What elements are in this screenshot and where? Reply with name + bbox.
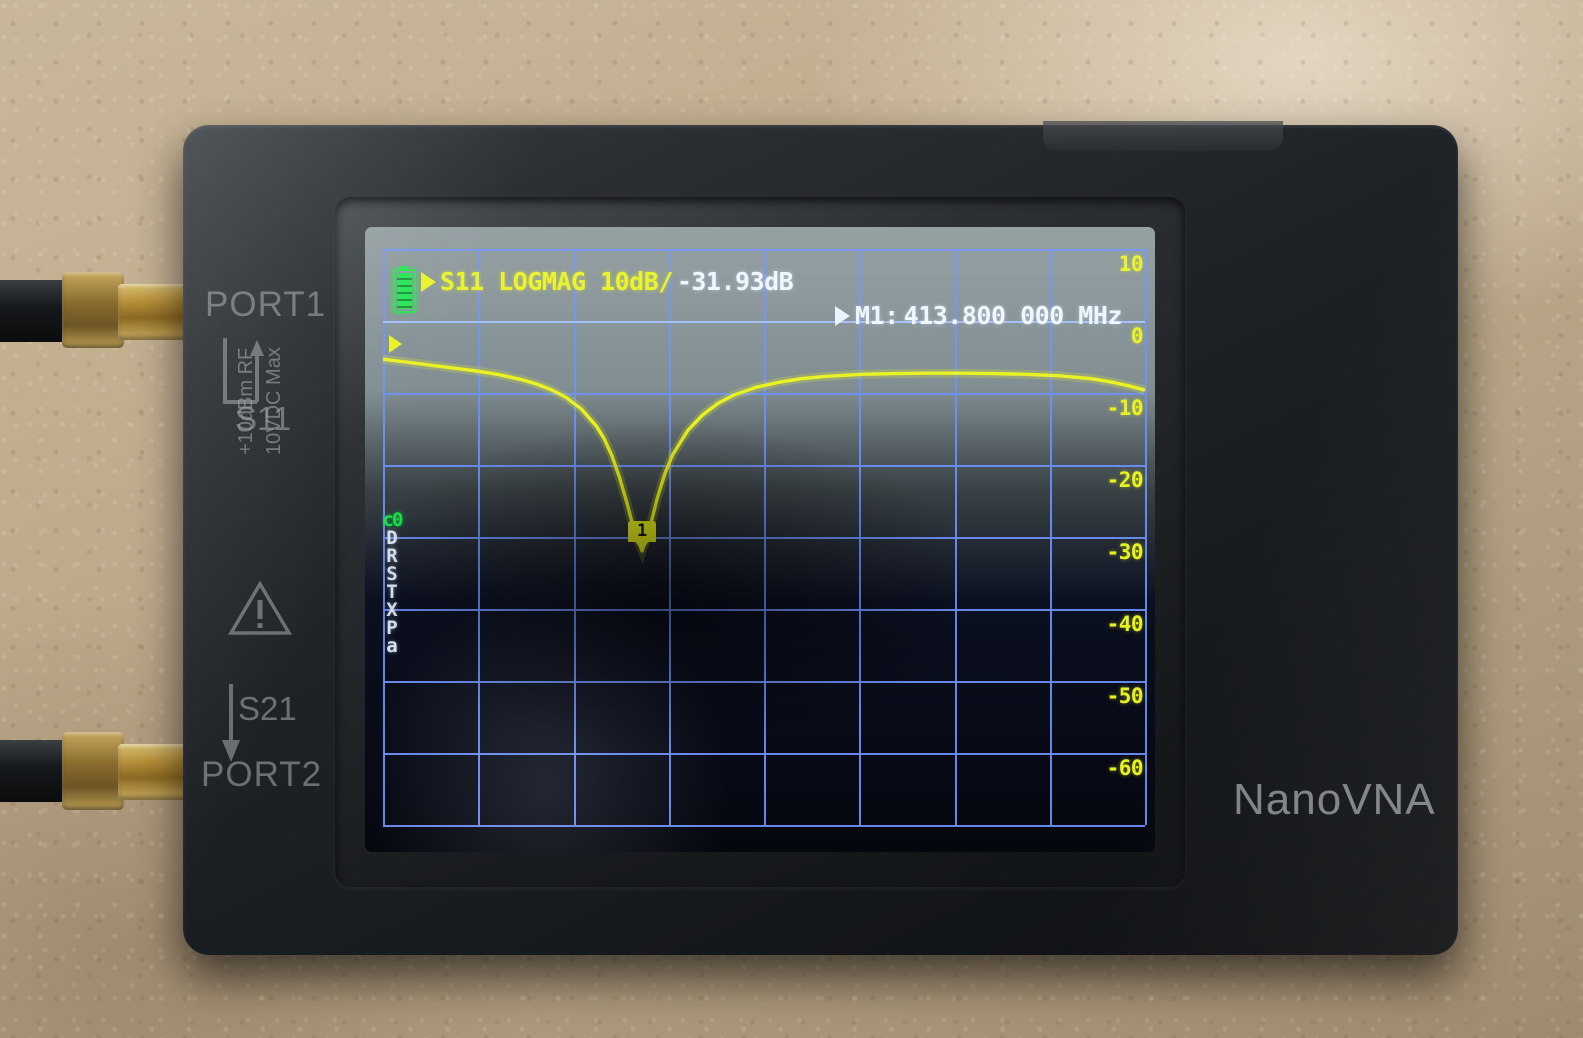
s21-label: S21 xyxy=(238,690,297,727)
port1-cable xyxy=(0,280,70,342)
marker-active-triangle-icon xyxy=(835,305,850,326)
port2-sma-barrel xyxy=(118,744,190,800)
port1-sma-nut xyxy=(62,272,124,348)
s11-label: S11 xyxy=(235,400,292,437)
s21-arrow-icon xyxy=(222,684,240,762)
y-axis-tick-label: -10 xyxy=(1106,396,1144,420)
marker-1-flag[interactable]: 1 xyxy=(628,520,657,551)
port2-label: PORT2 xyxy=(201,755,323,794)
brand-label: NanoVNA xyxy=(1233,775,1436,824)
grid-hline xyxy=(383,825,1145,827)
reference-level-triangle-icon xyxy=(389,335,402,353)
port2-cable xyxy=(0,740,70,802)
y-axis-tick-label: -30 xyxy=(1106,540,1144,564)
vna-screen[interactable]: S11 LOGMAG 10dB/ -31.93dB M1: 413.800 00… xyxy=(365,227,1155,852)
trace-active-triangle-icon xyxy=(421,271,436,292)
y-axis-tick-label: 0 xyxy=(1130,324,1144,348)
trace-label[interactable]: S11 LOGMAG 10dB/ -31.93dB xyxy=(421,267,794,296)
trace-glow xyxy=(382,354,1147,564)
battery-icon xyxy=(393,266,416,313)
y-axis-tick-label: -50 xyxy=(1106,684,1144,708)
marker-frequency-label: 413.800 000 MHz xyxy=(903,301,1123,330)
port2-sma-nut xyxy=(62,732,124,810)
marker-info[interactable]: M1: 413.800 000 MHz xyxy=(835,301,1122,330)
grid-vline xyxy=(1145,249,1147,825)
warning-triangle-icon xyxy=(227,580,293,635)
trace-svg xyxy=(382,354,1147,564)
y-axis-tick-label: 10 xyxy=(1118,252,1144,276)
trace-value-label: -31.93dB xyxy=(676,267,794,296)
marker-flag-label: 1 xyxy=(628,520,657,542)
port1-label: PORT1 xyxy=(205,285,327,324)
marker-flag-tip-icon xyxy=(635,540,650,551)
s11-arrow-icon xyxy=(223,338,264,404)
screen-bezel: S11 LOGMAG 10dB/ -31.93dB M1: 413.800 00… xyxy=(335,197,1185,887)
y-axis-tick-label: -20 xyxy=(1106,468,1144,492)
nanovna-device: PORT1 S11 S21 PORT2 +10dBm RF 10VDC Max … xyxy=(183,121,1458,955)
device-top-notch xyxy=(1043,121,1283,151)
y-axis-tick-label: -60 xyxy=(1106,756,1144,780)
marker-id-label: M1: xyxy=(855,301,899,330)
plot-area[interactable]: S11 LOGMAG 10dB/ -31.93dB M1: 413.800 00… xyxy=(382,249,1147,827)
trace-format-label: S11 LOGMAG 10dB/ xyxy=(440,267,673,296)
port1-sma-barrel xyxy=(118,284,190,340)
cal-flag: a xyxy=(386,635,398,657)
y-axis-tick-label: -40 xyxy=(1106,612,1144,636)
